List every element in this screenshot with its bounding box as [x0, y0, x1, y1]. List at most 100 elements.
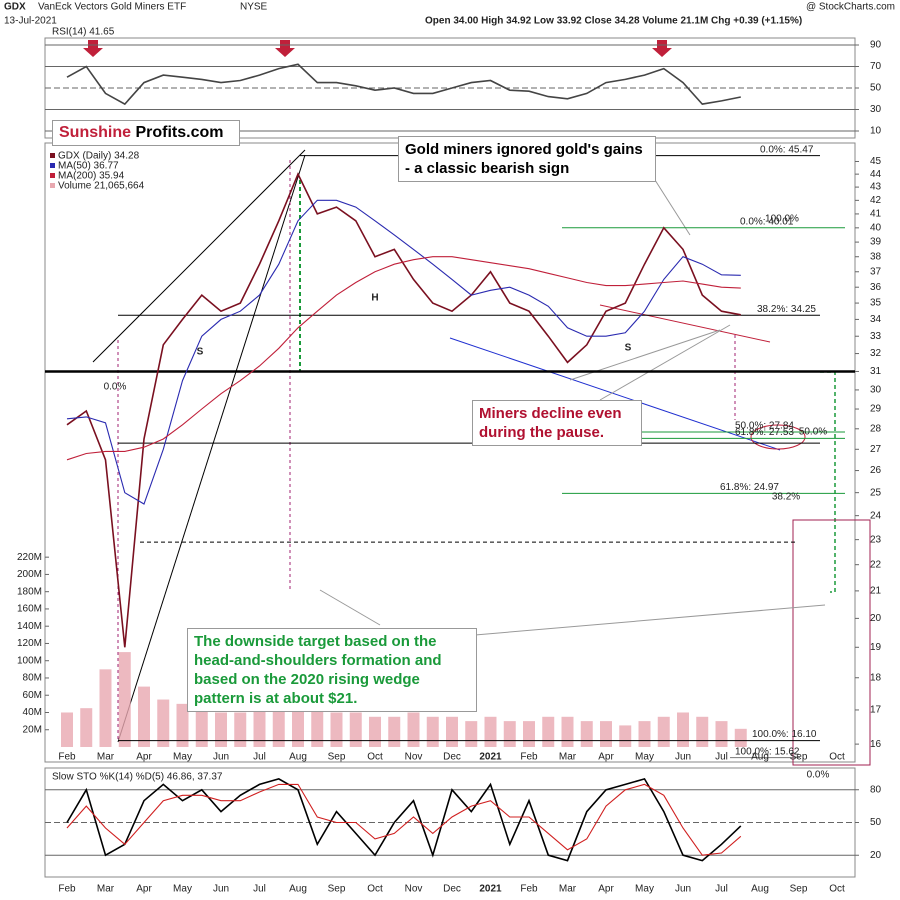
volume-bar [195, 708, 208, 747]
x-tick-label: May [173, 884, 192, 895]
source: @ StockCharts.com [806, 2, 895, 13]
x-tick-label: Nov [405, 752, 423, 763]
volume-bar [523, 721, 535, 747]
annotation: 0.0% [807, 770, 830, 781]
logo: Sunshine Profits.com [52, 120, 240, 146]
legend-swatch [50, 173, 55, 178]
fib-label: 0.0%: 45.47 [760, 144, 814, 155]
y-tick-label: 18 [870, 672, 882, 683]
volume-bar [176, 703, 189, 747]
y-tick-label: 27 [870, 444, 882, 455]
legend-swatch [50, 163, 55, 168]
volume-bar [349, 712, 362, 747]
series-line [66, 256, 741, 461]
pointer [319, 589, 381, 626]
callout: The downside target based on the head-an… [187, 628, 477, 712]
x-tick-label: Jun [675, 884, 691, 895]
logo-right: Profits.com [135, 124, 224, 141]
x-tick-label: Apr [598, 884, 614, 895]
x-tick-label: 2021 [479, 884, 502, 895]
rsi-title: RSI(14) 41.65 [52, 27, 115, 38]
volume-tick-label: 20M [23, 724, 42, 735]
y-tick-label: 38 [870, 251, 882, 262]
y-tick-label: 35 [870, 298, 882, 309]
y-tick-label: 17 [870, 705, 882, 716]
quote: Open 34.00 High 34.92 Low 33.92 Close 34… [425, 16, 802, 27]
y-tick-label: 16 [870, 739, 882, 750]
sto-title: Slow STO %K(14) %D(5) 46.86, 37.37 [52, 772, 223, 783]
annotation: S [197, 347, 204, 358]
volume-bar [369, 716, 381, 747]
annotation: 0.0% [104, 382, 127, 393]
y-tick-label: 30 [870, 385, 882, 396]
neckline [599, 304, 771, 343]
series-line [66, 172, 741, 648]
y-tick-label: 40 [870, 222, 882, 233]
volume-bar [503, 721, 516, 747]
legend-entry: MA(50) 36.77 [58, 161, 119, 172]
exchange: NYSE [240, 2, 268, 13]
y-tick-label: 28 [870, 423, 882, 434]
volume-bar [580, 721, 593, 747]
series-line [66, 63, 741, 106]
annotation: H [371, 293, 378, 304]
arrow [652, 40, 672, 57]
highlight [750, 424, 806, 450]
volume-bar [696, 716, 709, 747]
x-tick-label: Apr [136, 884, 152, 895]
volume-bar [234, 712, 247, 747]
volume-bar [657, 716, 670, 747]
arrow [275, 40, 295, 57]
volume-tick-label: 160M [17, 604, 42, 615]
x-tick-label: May [635, 884, 654, 895]
volume-bar [484, 716, 497, 747]
y-tick-label: 22 [870, 559, 882, 570]
y-tick-label: 43 [870, 182, 882, 193]
legend-entry: MA(200) 35.94 [58, 171, 125, 182]
fib-label: 38.2%: 34.25 [757, 304, 816, 315]
trend-line [449, 337, 781, 451]
volume-tick-label: 60M [23, 690, 42, 701]
y-tick-label: 33 [870, 331, 882, 342]
x-tick-label: Jul [253, 752, 266, 763]
volume-bar [138, 686, 150, 747]
fib-label: 0.0%: 40.01 [740, 216, 794, 227]
volume-bar [311, 703, 324, 747]
y-tick-label: 44 [870, 169, 882, 180]
volume-tick-label: 140M [17, 621, 42, 632]
volume-tick-label: 220M [17, 552, 42, 563]
x-tick-label: Mar [97, 884, 115, 895]
y-tick-label: 45 [870, 156, 882, 167]
volume-bar [388, 716, 401, 747]
y-tick-label: 20 [870, 850, 882, 861]
x-tick-label: Jul [715, 752, 728, 763]
annotation: 38.2% [772, 492, 800, 503]
date: 13-Jul-2021 [4, 16, 57, 27]
y-tick-label: 26 [870, 465, 882, 476]
y-tick-label: 29 [870, 404, 882, 415]
y-tick-label: 25 [870, 487, 882, 498]
volume-tick-label: 80M [23, 673, 42, 684]
y-tick-label: 36 [870, 282, 882, 293]
wedge-line [117, 154, 306, 743]
x-tick-label: Dec [443, 752, 461, 763]
y-tick-label: 34 [870, 314, 882, 325]
volume-bar [426, 716, 439, 747]
volume-bar [407, 712, 420, 747]
fib-label: 100.0%: 16.10 [752, 729, 817, 740]
x-tick-label: Feb [58, 752, 76, 763]
annotation: 100.0% [765, 214, 799, 225]
series-line [66, 777, 742, 862]
volume-bar [600, 721, 612, 747]
volume-bar [118, 652, 131, 747]
volume-tick-label: 100M [17, 655, 42, 666]
x-tick-label: Mar [97, 752, 115, 763]
x-tick-label: Sep [328, 884, 346, 895]
x-tick-label: Jun [675, 752, 691, 763]
y-tick-label: 23 [870, 534, 882, 545]
pointer [654, 179, 691, 236]
volume-bar [61, 712, 73, 747]
wedge-line [92, 149, 306, 363]
y-tick-label: 21 [870, 586, 882, 597]
